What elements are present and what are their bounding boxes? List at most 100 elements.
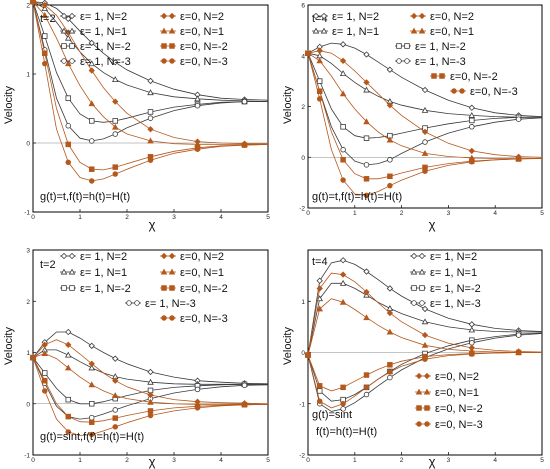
data-point [363,314,370,321]
legend-entry: ε= 1, N=1 [60,26,127,38]
series-5 [304,47,543,160]
data-point [421,128,429,136]
x-tick-label: 4 [493,210,497,217]
legend-label: ε= 1, N=-2 [80,41,131,53]
data-point [112,355,119,362]
legend-entry: ε= 1, N=-2 [395,41,466,53]
y-tick-label: 1 [26,350,30,357]
legend-label: ε=0, N=-2 [180,283,228,295]
data-point [112,118,118,124]
legend-marker [410,252,418,260]
legend-marker [160,268,168,275]
data-point [469,159,475,165]
data-point [316,96,323,102]
data-point [147,157,154,163]
series-4 [305,332,543,412]
legend-marker [312,12,320,20]
data-point [386,328,394,335]
x-tick-label: 4 [219,214,223,221]
legend-label: ε= 1, N=-3 [415,56,466,68]
legend-marker [61,285,67,291]
series-8 [305,349,542,409]
legend-marker [126,300,132,306]
legend-marker [410,27,418,34]
data-point [387,362,393,368]
x-tick-label: 5 [540,457,544,464]
y-axis-label: Velocity [3,327,15,365]
y-tick-label: -1 [299,401,305,408]
legend-entry: ε= 1, N=-3 [410,298,481,310]
data-point [64,351,72,358]
x-tick-label: 3 [447,210,451,217]
data-point [147,412,154,419]
legend-marker [60,27,68,34]
data-point [88,360,95,367]
legend-marker [396,58,402,64]
x-tick-label: 2 [400,210,404,217]
legend-label: ε=0, N=2 [430,11,474,23]
data-point [42,60,48,67]
data-point [65,141,71,148]
x-axis-label: χ [429,217,436,232]
y-tick-label: 0 [301,350,305,357]
legend-marker [404,58,410,64]
legend-entry: ε= 1, N=1 [60,267,127,279]
data-point [515,332,522,338]
data-point [339,279,347,286]
data-point [88,364,96,371]
data-point [421,318,429,325]
legend-marker [419,300,425,306]
x-tick-label: 1 [78,214,82,221]
y-tick-label: 3 [26,248,30,255]
data-point [305,352,311,358]
data-point [387,369,393,375]
data-point [469,124,475,130]
legend-marker [68,268,76,275]
annotation: g(t)=sint,f(t)=h(t)=H(t) [40,431,144,443]
legend-marker [60,252,68,260]
legend-entry: ε= 1, N=1 [410,267,477,279]
legend-entry: ε=0, N=-2 [160,41,228,53]
x-tick-label: 1 [353,210,357,217]
data-point [241,402,248,408]
annotation: f(t)=h(t)=H(t) [316,426,377,438]
data-point [316,57,323,64]
legend-entry: ε= 1, N=-3 [395,56,466,68]
data-point [89,118,95,124]
x-tick-label: 5 [266,457,270,464]
legend-marker [160,12,168,20]
legend-entry: ε=0, N=2 [160,11,224,23]
legend-marker [61,43,67,49]
data-point [111,392,119,399]
plot-frame [32,249,269,456]
data-point [316,305,323,312]
data-point [422,356,428,362]
legend-label: ε= 1, N=2 [80,11,127,23]
legend-label: ε=0, N=1 [435,387,479,399]
data-point [387,173,393,180]
data-point [339,271,347,278]
legend-marker [68,27,76,34]
legend-marker [168,268,176,275]
data-point [421,331,429,339]
data-point [147,89,154,96]
series-4 [30,0,268,144]
legend-marker [320,12,328,20]
data-point [147,391,154,399]
legend-marker [410,268,418,275]
annotation: t=2 [40,259,56,271]
data-point [41,350,49,357]
legend-marker [60,12,68,20]
data-point [363,192,370,199]
legend-marker [431,73,437,79]
data-point [339,57,347,64]
legend-marker [411,285,417,291]
data-point [421,305,429,313]
data-point [88,60,96,67]
data-point [89,401,95,407]
data-point [89,414,95,421]
annotation: g(t)=t,f(t)=h(t)=H(t) [312,191,402,203]
data-point [147,109,154,115]
legend-entry: ε= 1, N=2 [410,251,477,263]
legend-marker [169,43,175,49]
